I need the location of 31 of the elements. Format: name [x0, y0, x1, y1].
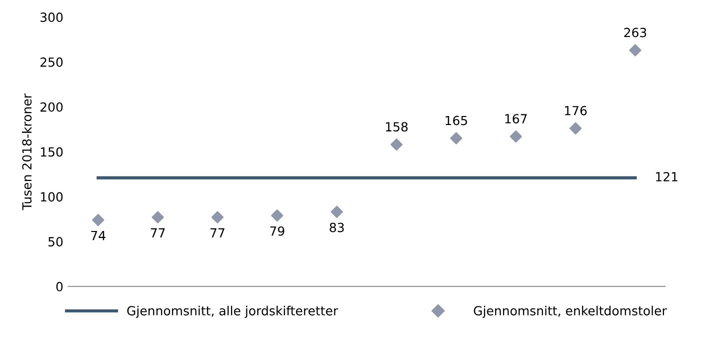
data-label: 263: [624, 28, 646, 38]
y-tick-label: 200: [40, 102, 63, 112]
data-label: 176: [565, 106, 587, 116]
point: [211, 211, 224, 224]
data-label: 158: [386, 122, 408, 132]
data-label: 165: [446, 116, 468, 126]
point: [271, 209, 284, 222]
data-label: 83: [330, 222, 344, 232]
point: [569, 122, 582, 134]
point: [510, 130, 522, 143]
data-label: 79: [270, 226, 284, 236]
data-label: 167: [505, 114, 527, 124]
y-tick-label: 300: [40, 12, 63, 22]
point: [152, 211, 164, 224]
y-tick-label: 250: [40, 57, 63, 67]
point: [92, 214, 104, 226]
data-label: 74: [91, 230, 106, 240]
point: [330, 206, 343, 218]
point: [390, 138, 403, 151]
y-tick-label: 100: [40, 192, 63, 202]
point: [450, 132, 462, 144]
y-tick-label: 0: [56, 282, 63, 292]
legend-label: Gjennomsnitt, enkeltdomstoler: [474, 306, 667, 318]
data-label: 77: [210, 228, 224, 238]
data-label: 77: [150, 228, 165, 238]
y-tick-label: 50: [48, 237, 63, 246]
y-tick-label: 150: [40, 147, 63, 157]
legend-label: Gjennomsnitt, alle jordskifteretter: [127, 306, 338, 318]
data-label: 121: [656, 172, 678, 182]
y-axis-title: Tusen 2018-kroner: [22, 93, 32, 210]
point: [629, 44, 642, 56]
